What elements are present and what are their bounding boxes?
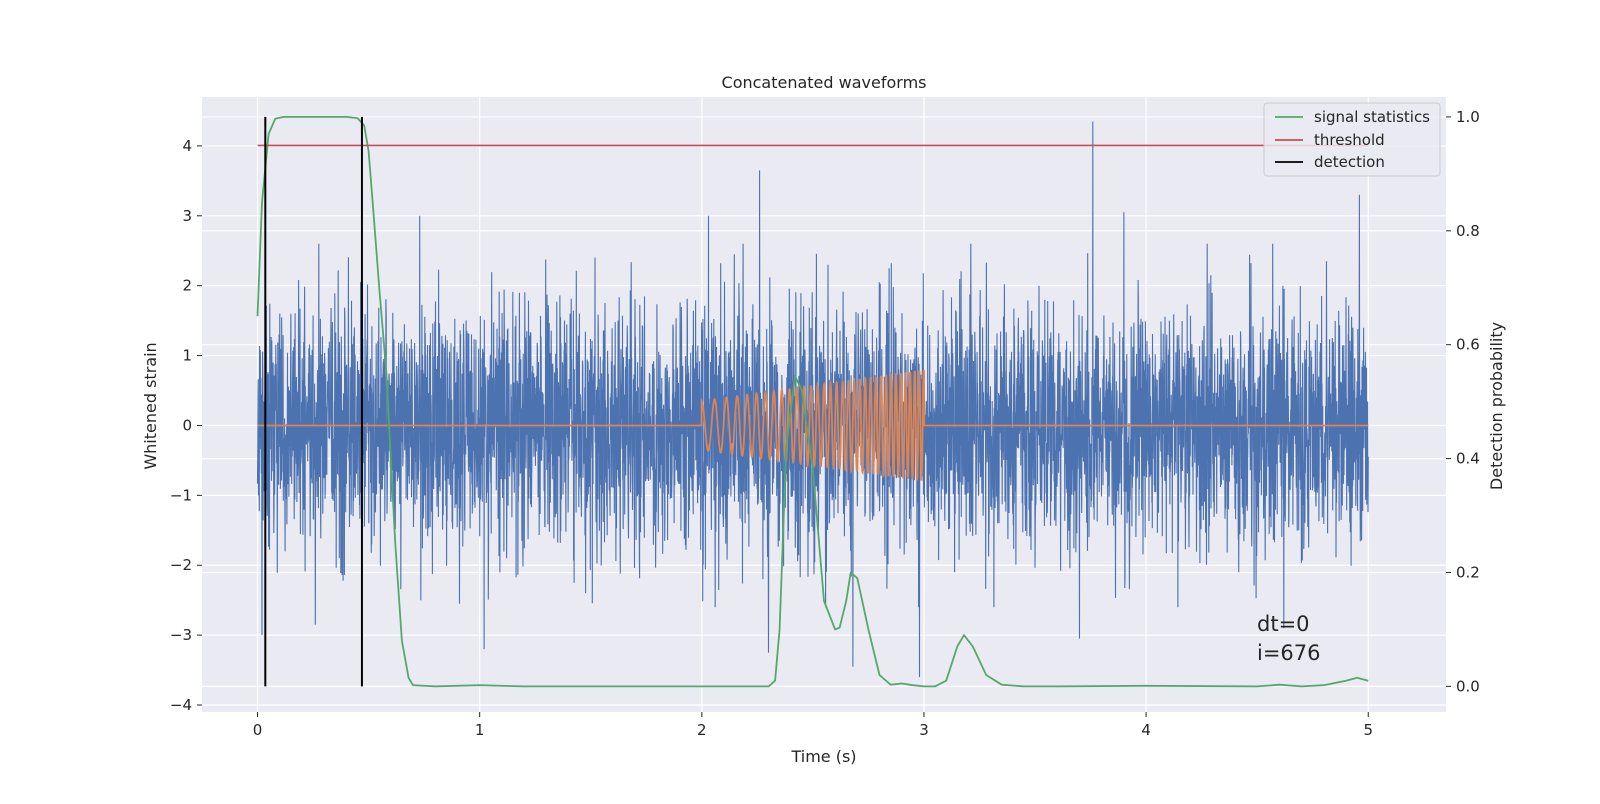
x-tick-label-4: 4: [1141, 721, 1151, 739]
signal-statistics-line: [256, 116, 1369, 688]
y-left-tick-label-0: −4: [170, 696, 192, 714]
injection-series-line: [257, 369, 1369, 481]
x-axis-label: Time (s): [790, 747, 856, 766]
y-left-tick-label-5: 1: [182, 347, 192, 365]
y-left-tick-label-7: 3: [182, 207, 192, 225]
legend: signal statistics threshold detection: [1263, 102, 1441, 177]
chart-title: Concatenated waveforms: [722, 73, 927, 92]
x-tick-label-5: 5: [1363, 721, 1373, 739]
y-axis-label-right: Detection probability: [1487, 322, 1506, 490]
y-right-tick-label-4: 0.8: [1456, 222, 1480, 240]
y-right-tick-label-0: 0.0: [1456, 677, 1480, 695]
y-left-tick-label-3: −1: [170, 486, 192, 504]
x-tick-label-3: 3: [919, 721, 929, 739]
legend-label-detection: detection: [1314, 153, 1385, 171]
y-left-tick-label-1: −3: [170, 626, 192, 644]
annotation-dt: dt=0: [1257, 612, 1310, 636]
legend-box: [1263, 102, 1441, 177]
annotation-layer: dt=0 i=676: [1257, 612, 1321, 665]
y-left-tick-label-2: −2: [170, 556, 192, 574]
y-left-tick-label-8: 4: [182, 137, 192, 155]
x-tick-label-1: 1: [475, 721, 485, 739]
annotation-i: i=676: [1257, 641, 1321, 665]
legend-label-signal-statistics: signal statistics: [1314, 108, 1430, 126]
y-left-tick-label-4: 0: [182, 416, 192, 434]
y-right-tick-label-1: 0.2: [1456, 563, 1480, 581]
legend-label-threshold: threshold: [1314, 131, 1385, 149]
y-right-tick-label-3: 0.6: [1456, 336, 1480, 354]
x-tick-label-0: 0: [253, 721, 263, 739]
y-axis-label-left: Whitened strain: [141, 342, 160, 469]
y-right-tick-label-2: 0.4: [1456, 450, 1480, 468]
y-left-tick-label-6: 2: [182, 277, 192, 295]
injection-layer: [257, 369, 1369, 481]
y-right-tick-label-5: 1.0: [1456, 108, 1480, 126]
x-tick-label-2: 2: [697, 721, 707, 739]
right-layer: [256, 116, 1369, 688]
tick-layer: 0 1 2 3 4 5 −4 −3 −2 −1 0 1 2 3 4 0.0 0.2 0.4 0.6 0.8 1.0: [170, 108, 1480, 739]
